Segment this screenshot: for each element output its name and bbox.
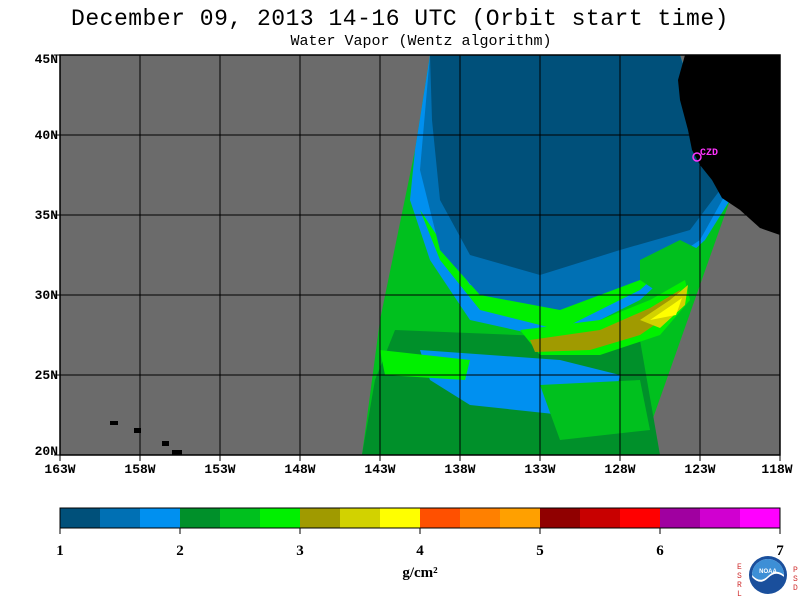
lat-label-25n: 25N bbox=[34, 368, 58, 383]
colorbar-swatch bbox=[500, 508, 541, 528]
water-vapor-swath bbox=[362, 55, 730, 455]
land-mass bbox=[678, 55, 780, 235]
grid-lines bbox=[60, 55, 780, 455]
colorbar-swatch bbox=[220, 508, 261, 528]
logo-right-letters: PSD bbox=[793, 566, 798, 593]
lon-label-128w: 128W bbox=[604, 462, 636, 477]
colorbar-label-4: 4 bbox=[416, 543, 424, 559]
noaa-logo: NOAA bbox=[749, 556, 787, 594]
lon-label-143w: 143W bbox=[364, 462, 396, 477]
lon-label-138w: 138W bbox=[444, 462, 476, 477]
map-frame bbox=[59, 54, 781, 456]
colorbar-units: g/cm² bbox=[402, 565, 438, 581]
axis-ticks bbox=[54, 54, 781, 461]
lon-label-153w: 153W bbox=[204, 462, 236, 477]
colorbar-swatch bbox=[540, 508, 581, 528]
colorbar-label-5: 5 bbox=[536, 543, 544, 559]
lon-label-158w: 158W bbox=[124, 462, 156, 477]
logo-center-text: NOAA bbox=[759, 569, 777, 575]
lat-label-20n: 20N bbox=[34, 444, 58, 459]
colorbar bbox=[60, 508, 781, 528]
colorbar-label-1: 1 bbox=[56, 543, 64, 559]
lon-label-123w: 123W bbox=[684, 462, 716, 477]
colorbar-swatch bbox=[300, 508, 341, 528]
colorbar-swatch bbox=[420, 508, 461, 528]
colorbar-swatch bbox=[740, 508, 781, 528]
lon-label-148w: 148W bbox=[284, 462, 316, 477]
hawaiian-islands bbox=[110, 421, 182, 455]
lon-label-163w: 163W bbox=[44, 462, 76, 477]
colorbar-swatch bbox=[180, 508, 221, 528]
colorbar-swatch bbox=[460, 508, 501, 528]
colorbar-swatch bbox=[60, 508, 101, 528]
colorbar-swatch bbox=[140, 508, 181, 528]
logo-left-letters: ESRL bbox=[737, 563, 742, 599]
station-label: CZD bbox=[700, 148, 718, 159]
colorbar-swatch bbox=[100, 508, 141, 528]
lon-label-118w: 118W bbox=[761, 462, 793, 477]
lon-label-133w: 133W bbox=[524, 462, 556, 477]
colorbar-swatch bbox=[580, 508, 621, 528]
colorbar-swatch bbox=[660, 508, 701, 528]
lat-label-30n: 30N bbox=[34, 288, 58, 303]
lat-label-40n: 40N bbox=[34, 128, 58, 143]
colorbar-label-7: 7 bbox=[776, 543, 784, 559]
map-title: December 09, 2013 14-16 UTC (Orbit start… bbox=[71, 6, 729, 32]
lat-label-35n: 35N bbox=[34, 208, 58, 223]
colorbar-label-3: 3 bbox=[296, 543, 304, 559]
map-subtitle: Water Vapor (Wentz algorithm) bbox=[290, 33, 552, 50]
station-marker-czd: CZD bbox=[692, 148, 718, 162]
colorbar-swatch bbox=[700, 508, 741, 528]
colorbar-label-6: 6 bbox=[656, 543, 664, 559]
colorbar-label-2: 2 bbox=[176, 543, 184, 559]
colorbar-swatch bbox=[620, 508, 661, 528]
colorbar-ticks bbox=[59, 528, 781, 534]
colorbar-swatch bbox=[260, 508, 301, 528]
lat-label-45n: 45N bbox=[34, 52, 58, 67]
colorbar-swatch bbox=[340, 508, 381, 528]
colorbar-swatch bbox=[380, 508, 421, 528]
